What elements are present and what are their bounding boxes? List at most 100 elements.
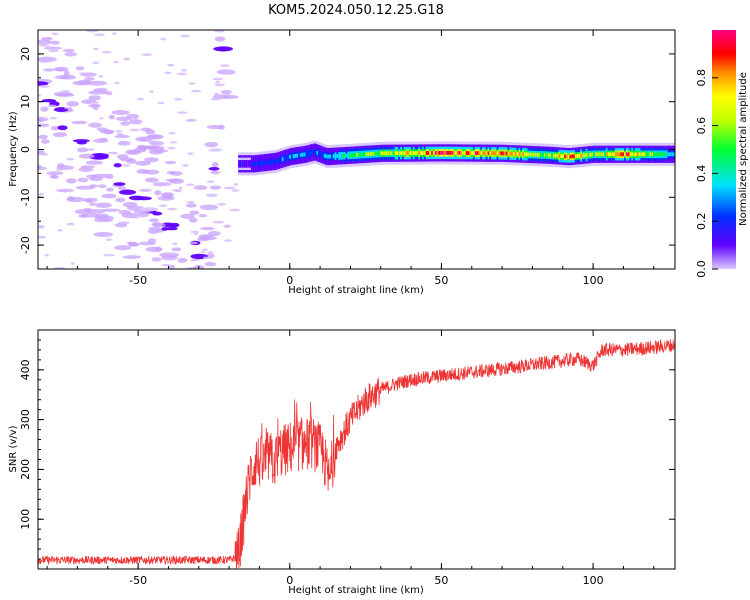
spectrogram-ridge-cell: [638, 152, 642, 157]
spectrogram-speckle: [40, 139, 50, 144]
spectrogram-speckle: [76, 147, 89, 153]
spectrogram-ridge-cell: [653, 152, 656, 157]
spectrogram-speckle: [77, 177, 89, 183]
spectrogram-speckle: [169, 222, 180, 228]
spectrogram-speckle: [214, 92, 219, 96]
spectrogram-speckle: [52, 132, 67, 138]
spectrogram-speckle: [66, 222, 75, 226]
spectrogram-ridge-cell: [411, 151, 414, 155]
spectrogram-speckle: [139, 189, 151, 192]
spectrogram-speckle: [169, 178, 185, 184]
spectrogram-ridge-cell: [662, 152, 665, 157]
spectrogram-speckle: [46, 171, 64, 176]
spectrogram-speckle: [72, 139, 90, 143]
spectrogram-ridge-cell: [301, 152, 305, 157]
spectrogram-ridge-cell: [598, 152, 601, 157]
spectrogram-speckle: [101, 208, 121, 212]
spectrogram-ridge-cell: [287, 155, 290, 160]
spectrogram-speckle: [108, 114, 116, 120]
spectrogram-speckle: [78, 214, 89, 218]
spectrogram-ridge-cell: [525, 152, 529, 157]
spectrogram-ridge-cell: [540, 153, 543, 157]
spectrogram-speckle: [223, 93, 231, 96]
spectrogram-ridge-cell: [585, 153, 589, 157]
spectrogram-ridge-cell: [480, 151, 483, 156]
spectrogram-ridge-cell: [241, 161, 245, 166]
spectrogram-speckle: [172, 189, 181, 192]
spectrogram-ridge-cell: [493, 151, 496, 156]
spectrogram-ridge-cell: [511, 151, 514, 156]
spectrogram-speckle: [181, 68, 187, 72]
spectrogram-ridge-cell: [556, 153, 560, 158]
spectrogram-speckle: [40, 36, 53, 41]
spectrogram-ridge-cell: [482, 151, 485, 156]
spectrogram-speckle: [152, 211, 163, 216]
colorbar-tick-label: 0.8: [695, 69, 708, 87]
spectrogram-ridge-cell: [565, 154, 569, 159]
spectrogram-speckle: [103, 253, 115, 257]
spectrogram-speckle: [148, 238, 157, 243]
spectrogram-ridge-cell: [558, 154, 561, 158]
spectrogram-ridge-cell: [269, 160, 272, 164]
spectrogram-ridge-cell: [440, 150, 443, 155]
bottom-y-tick-label: 300: [19, 409, 32, 430]
spectrogram-speckle: [161, 193, 174, 199]
spectrogram-speckle: [212, 77, 224, 81]
spectrogram-ridge-cell: [263, 160, 267, 165]
spectrogram-ridge-cell: [360, 152, 363, 157]
spectrogram-speckle: [115, 197, 126, 203]
spectrogram-speckle: [38, 81, 49, 86]
top-x-tick-label: 50: [434, 274, 448, 287]
spectrogram-ridge-cell: [620, 152, 623, 157]
spectrogram-speckle: [55, 93, 75, 97]
spectrogram-speckle: [153, 183, 165, 187]
spectrogram-ridge-cell: [436, 150, 439, 155]
top-x-axis-label: Height of straight line (km): [288, 285, 424, 296]
spectrogram-speckle: [212, 220, 225, 224]
bottom-y-axis-label: SNR (v/v): [8, 425, 19, 472]
spectrogram-ridge-cell: [412, 151, 416, 155]
spectrogram-ridge-cell: [582, 153, 585, 158]
spectrogram-ridge-cell: [631, 152, 634, 157]
spectrogram-speckle: [135, 136, 152, 142]
spectrogram-ridge-cell: [445, 150, 449, 155]
spectrogram-ridge-cell: [569, 154, 572, 159]
spectrogram-speckle: [42, 153, 48, 156]
spectrogram-ridge-cell: [280, 157, 283, 162]
spectrogram-ridge-cell: [278, 158, 281, 163]
spectrogram-speckle: [200, 226, 215, 231]
spectrogram-speckle: [64, 52, 77, 57]
spectrogram-speckle: [199, 204, 219, 211]
spectrogram-speckle: [164, 71, 172, 75]
spectrogram-ridge-cell: [372, 151, 376, 156]
spectrogram-speckle: [167, 207, 178, 211]
spectrogram-ridge-cell: [274, 159, 278, 164]
spectrogram-ridge-cell: [604, 152, 607, 157]
spectrogram-speckle: [47, 104, 57, 108]
spectrogram-speckle: [40, 106, 49, 112]
spectrogram-speckle: [148, 227, 162, 231]
spectrogram-speckle: [185, 183, 195, 187]
spectrogram-speckle: [187, 152, 194, 156]
spectrogram-speckle: [89, 176, 103, 182]
snr-marks: [38, 338, 675, 569]
spectrogram-ridge-cell: [551, 153, 554, 158]
spectrogram-ridge-cell: [656, 152, 660, 157]
spectrogram-ridge-cell: [380, 151, 383, 156]
spectrogram-speckle: [118, 221, 131, 225]
spectrogram-ridge-cell: [505, 151, 509, 156]
spectrogram-ridge-cell: [474, 151, 478, 156]
spectrogram-speckle: [89, 202, 96, 206]
spectrogram-ridge-cell: [387, 151, 390, 156]
spectrogram-ridge-cell: [460, 151, 463, 155]
spectrogram-ridge-cell: [472, 151, 476, 156]
spectrogram-ridge-cell: [349, 153, 352, 158]
spectrogram-ridge-cell: [636, 152, 640, 157]
spectrogram-speckle: [204, 262, 217, 267]
spectrogram-speckle: [93, 138, 109, 144]
top-x-tick-label: 0: [286, 274, 293, 287]
spectrogram-speckle: [217, 203, 227, 206]
spectrogram-speckle: [53, 266, 66, 269]
spectrogram-speckle: [174, 97, 183, 101]
spectrogram-ridge-cell: [518, 152, 521, 156]
